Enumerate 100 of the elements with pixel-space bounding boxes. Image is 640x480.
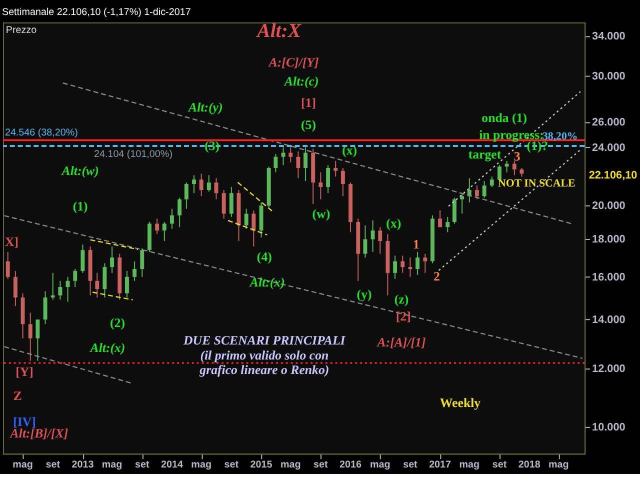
x-tick-label: set [314, 459, 329, 470]
annotation: Alt:(x) [89, 341, 126, 356]
annotation: onda (1) [482, 111, 527, 126]
candlestick [58, 280, 62, 300]
y-tick-label: 12.000 [592, 363, 626, 376]
x-tick-label: set [403, 459, 418, 470]
candlestick [66, 276, 70, 302]
annotation: Weekly [440, 396, 482, 410]
candlestick [452, 197, 456, 224]
annotation: DUE SCENARI PRINCIPALI (il primo valido solo con grafico lineare o Renko) [182, 333, 346, 378]
candlestick [43, 290, 48, 325]
candlestick [222, 190, 226, 220]
annotation: (y) [356, 287, 372, 302]
y-axis-title: Prezzo [6, 25, 38, 36]
x-tick-label: mag [102, 459, 122, 470]
x-tick-label: set [46, 459, 61, 470]
candlestick [446, 216, 450, 233]
x-tick-label: 2013 [72, 459, 94, 470]
annotation: A:[A]/[1] [376, 335, 426, 350]
annotation: [2] [396, 309, 411, 324]
candlestick [378, 226, 382, 254]
annotation: Alt:X [255, 20, 302, 42]
annotation: Alt:(y) [188, 100, 223, 115]
x-tick-label: set [492, 459, 508, 470]
y-tick-label: 30.000 [592, 70, 626, 83]
annotation: (4) [256, 250, 272, 264]
candlestick [206, 174, 211, 192]
candlestick [28, 312, 32, 362]
ref-line-label: 24.104 (101,00%) [94, 148, 172, 160]
candlestick [370, 220, 375, 252]
candlestick [408, 257, 412, 278]
candlestick [140, 248, 144, 278]
candlestick [482, 180, 486, 198]
annotation: Z [13, 389, 22, 404]
annotation: (2) [110, 316, 126, 330]
annotation: (z) [394, 292, 409, 306]
candlestick [80, 244, 85, 274]
y-tick-label: 18.000 [592, 234, 626, 246]
candlestick [334, 160, 338, 178]
annotation: (5) [300, 118, 316, 132]
annotation: 3 [514, 149, 520, 164]
candlestick [36, 319, 40, 362]
x-tick-label: mag [459, 459, 480, 470]
candlestick [102, 262, 107, 298]
candlestick [416, 251, 420, 276]
candlestick [95, 272, 100, 298]
candlestick [229, 186, 234, 218]
x-tick-label: mag [12, 459, 33, 470]
annotation: X] [5, 234, 19, 249]
candlestick [192, 174, 196, 194]
x-tick-label: 2017 [429, 459, 452, 470]
candlestick [110, 246, 114, 274]
annotation: (w) [312, 206, 330, 221]
annotation: (1) [72, 199, 88, 214]
candlestick [178, 197, 182, 228]
candlestick [170, 208, 174, 230]
annotation: (x) [342, 144, 358, 158]
text: 22.106,10 [588, 170, 638, 182]
annotation: 2 [434, 269, 440, 284]
candlestick [13, 270, 18, 307]
x-tick-label: mag [191, 459, 212, 470]
candlestick [490, 176, 494, 188]
candlestick [199, 173, 204, 197]
candlestick [244, 208, 248, 230]
candlestick [296, 150, 300, 179]
x-tick-label: 2014 [160, 459, 184, 470]
x-tick-label: mag [280, 459, 301, 470]
x-tick-label: mag [548, 459, 569, 470]
y-tick-label: 10.000 [592, 421, 626, 434]
candlestick [252, 210, 256, 247]
candlestick [162, 222, 166, 242]
x-tick-label: set [135, 459, 150, 470]
y-tick-label: 14.000 [592, 314, 626, 326]
annotation: 1 [412, 238, 420, 252]
x-tick-label: mag [370, 459, 390, 470]
y-tick-label: 34.000 [592, 30, 626, 43]
y-tick-label: 26.000 [592, 116, 626, 128]
candlestick [460, 192, 464, 214]
candlestick [132, 260, 137, 282]
annotation: [Y] [16, 365, 34, 380]
candlestick [363, 224, 368, 258]
y-tick-label: 16.000 [592, 271, 626, 284]
candlestick [274, 154, 278, 173]
chart-title: Settimanale 22.106,10 (-1,17%) 1-dic-2017 [2, 7, 191, 18]
candlestick [304, 146, 308, 182]
x-tick-label: set [224, 459, 240, 470]
annotation: [IV] [13, 414, 36, 429]
annotation: Alt:(w) [60, 164, 99, 178]
candlestick [6, 251, 10, 280]
annotation: A:[C]/[Y] [268, 56, 319, 70]
candlestick [124, 270, 129, 298]
x-tick-label: 2018 [518, 459, 541, 470]
candlestick [512, 160, 516, 176]
annotation: Alt:(x) [248, 276, 285, 290]
annotation: [1] [300, 96, 316, 110]
annotation: NOT IN SCALE [498, 177, 576, 190]
annotation: (x) [386, 216, 402, 231]
candlestick [155, 218, 160, 234]
ref-line-label: 24.546 (38,20%) [4, 127, 78, 138]
candlestick [400, 255, 405, 274]
